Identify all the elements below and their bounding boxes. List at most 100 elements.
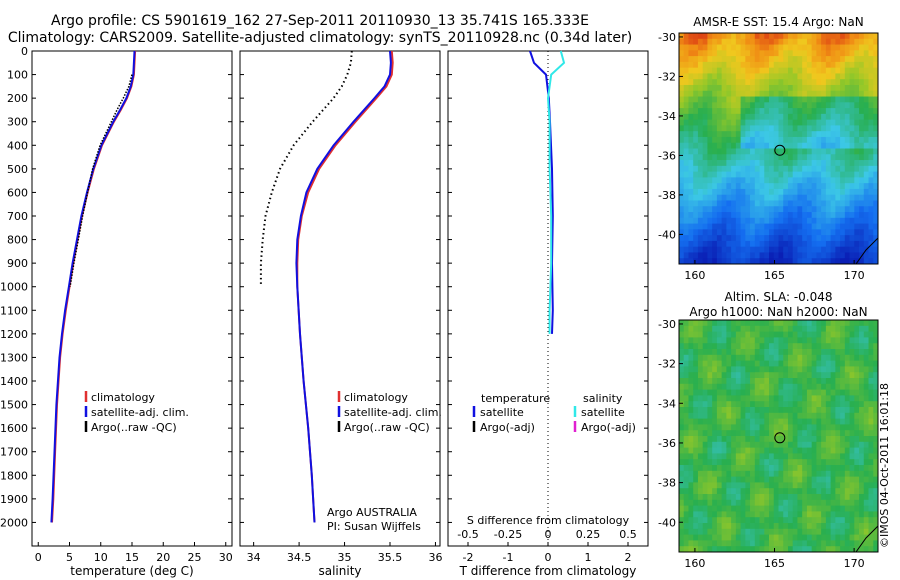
sst-map-cell <box>792 73 798 80</box>
sst-map-cell <box>759 113 765 121</box>
sla-map-cell <box>802 395 808 402</box>
sst-map-cell <box>712 183 718 190</box>
sst-map-cell <box>797 125 803 132</box>
sst-map-cell <box>797 240 803 248</box>
sla-map-cell <box>683 517 689 524</box>
sla-map-cell <box>726 523 732 530</box>
sla-map-cell <box>750 470 756 477</box>
sla-map-cell <box>712 372 718 379</box>
sst-map-cell <box>816 246 822 253</box>
sst-map-cell <box>821 258 827 265</box>
sla-map-cell <box>778 372 784 379</box>
sst-map-cell <box>806 67 813 74</box>
sla-map-cell <box>816 511 822 518</box>
sla-map-cell <box>683 534 689 541</box>
sla-map-cell <box>873 424 879 431</box>
sla-map-cell <box>707 337 713 344</box>
sst-map-cell <box>731 56 737 63</box>
sla-map-cell <box>679 453 685 460</box>
sst-map-cell <box>830 50 836 57</box>
sla-map-cell <box>707 378 713 385</box>
sst-map-cell <box>773 165 779 173</box>
sst-map-cell <box>712 188 718 196</box>
sla-map-cell <box>835 349 841 356</box>
sst-map-cell <box>811 119 817 126</box>
sst-map-cell <box>754 131 760 138</box>
sla-map-cell <box>797 511 803 518</box>
sst-map-cell <box>712 90 718 97</box>
sst-map-cell <box>783 33 789 40</box>
diff-legend-label: satellite <box>480 406 524 419</box>
sla-map-cell <box>868 372 874 379</box>
diff-xtick-label: 1 <box>585 551 592 564</box>
sst-map-cell <box>769 119 775 126</box>
sst-map-cell <box>825 90 832 97</box>
sla-map-cell <box>797 546 803 553</box>
sla-map-cell <box>859 412 865 419</box>
sst-map-cell <box>840 84 846 92</box>
sla-map-cell <box>754 366 760 373</box>
sla-map-cell <box>726 383 732 390</box>
sst-map-cell <box>811 148 817 155</box>
sla-map-cell <box>811 546 817 553</box>
sla-map-cell <box>773 418 779 425</box>
sst-map-cell <box>693 113 699 121</box>
sla-map-cell <box>844 383 850 390</box>
sst-map-cell <box>764 188 770 196</box>
sst-map-cell <box>683 200 689 207</box>
sla-map-cell <box>849 424 855 431</box>
sst-map-cell <box>816 212 822 219</box>
sst-map-cell <box>844 113 850 121</box>
sla-map-cell <box>707 459 713 466</box>
sla-map-cell <box>731 378 737 385</box>
sla-map-cell <box>769 320 775 327</box>
sst-map-cell <box>863 50 869 57</box>
sla-map-cell <box>835 343 841 350</box>
sst-map-cell <box>863 200 869 207</box>
sla-map-cell <box>830 395 836 402</box>
sla-map-cell <box>787 343 794 350</box>
sst-map-cell <box>707 50 713 57</box>
sla-map-cell <box>731 534 737 541</box>
sst-map-cell <box>759 142 765 149</box>
sst-map-cell <box>873 119 879 126</box>
sst-map-cell <box>702 90 708 97</box>
sla-map-cell <box>811 383 817 390</box>
sst-map-cell <box>707 183 713 190</box>
temp-ytick-label: 500 <box>7 163 28 176</box>
sst-map-cell <box>716 73 723 80</box>
sst-map-cell <box>735 217 741 224</box>
sla-map-cell <box>873 401 879 408</box>
sla-map-cell <box>859 505 865 512</box>
sst-map-cell <box>811 177 817 184</box>
sla-map-cell <box>773 349 779 356</box>
sla-map-cell <box>792 383 798 390</box>
sst-map-cell <box>769 73 775 80</box>
sla-map-cell <box>863 424 869 431</box>
temp-ytick-label: 1800 <box>0 469 28 482</box>
sst-map-cell <box>821 44 827 51</box>
sst-map-cell <box>688 56 694 63</box>
sla-map-cell <box>835 517 841 524</box>
sla-map-cell <box>745 476 751 483</box>
sla-map-cell <box>783 517 789 524</box>
sst-map-cell <box>735 38 741 45</box>
sst-map-cell <box>849 171 855 178</box>
sst-map-cell <box>825 217 832 224</box>
sst-map-cell <box>830 102 836 109</box>
sst-map-cell <box>854 125 860 132</box>
sst-map-cell <box>707 56 713 63</box>
sla-map-cell <box>693 476 699 483</box>
sst-map-cell <box>844 206 850 213</box>
sla-map-cell <box>750 395 756 402</box>
sst-map-cell <box>816 188 822 196</box>
sla-map-cell <box>854 372 860 379</box>
sla-map-cell <box>721 523 727 530</box>
sst-map-cell <box>802 240 808 248</box>
sst-map-cell <box>769 177 775 184</box>
sst-map-cell <box>787 223 794 230</box>
sla-map-cell <box>873 407 879 414</box>
sla-map-cell <box>697 424 704 431</box>
sla-map-cell <box>787 378 794 385</box>
sla-map-cell <box>859 546 865 553</box>
